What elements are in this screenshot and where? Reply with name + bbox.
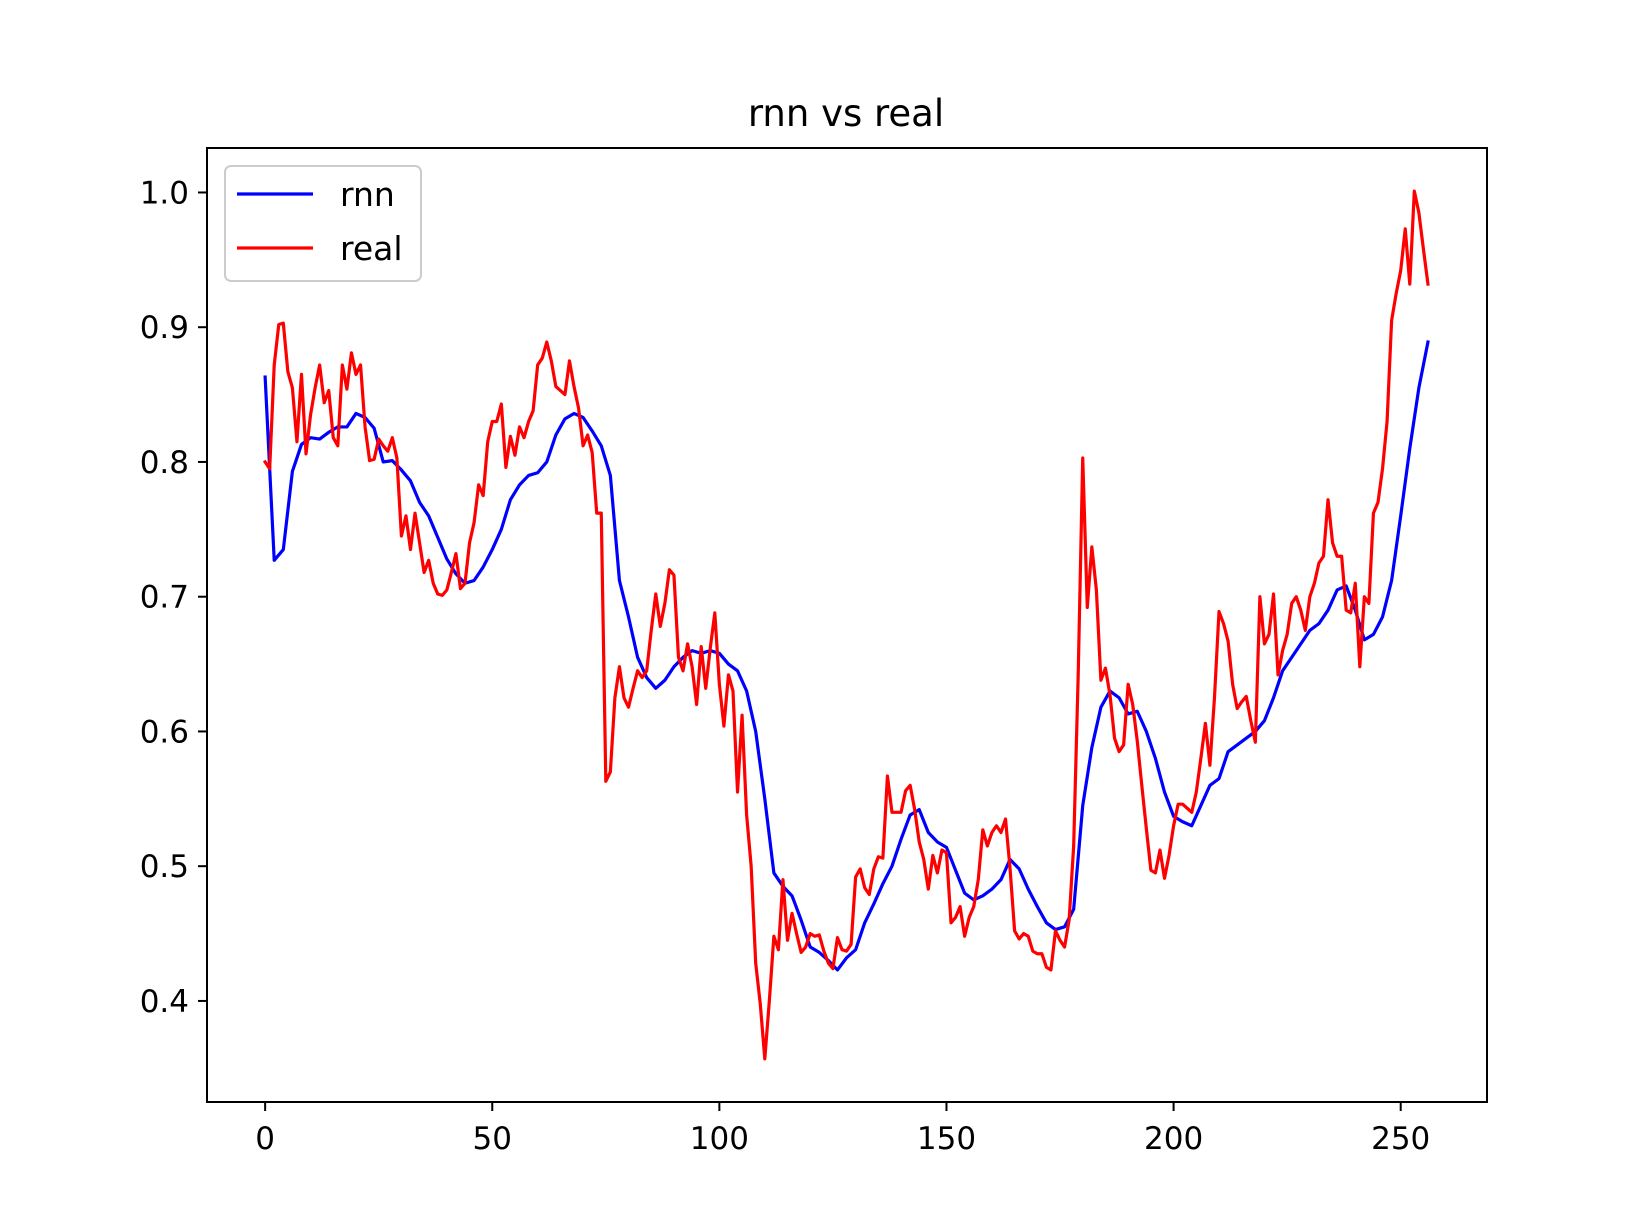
legend: rnn real [224,165,422,282]
x-tick-label: 200 [1144,1121,1203,1157]
y-tick-label: 0.5 [140,849,189,885]
y-tick-label: 0.8 [140,445,189,481]
x-tick-label: 0 [255,1121,275,1157]
y-tick-label: 0.6 [140,714,189,750]
y-axis: 0.4 0.5 0.6 0.7 0.8 0.9 1.0 [140,175,207,1020]
y-tick-label: 0.4 [140,984,189,1020]
y-tick-label: 1.0 [140,175,189,211]
x-tick-label: 100 [690,1121,749,1157]
x-axis: 0 50 100 150 200 250 [255,1102,1430,1157]
legend-label-rnn: rnn [340,175,395,214]
y-tick-label: 0.7 [140,580,189,616]
x-tick-label: 150 [917,1121,976,1157]
x-tick-label: 250 [1371,1121,1430,1157]
series-line-real [262,189,1430,1061]
x-tick-label: 50 [473,1121,512,1157]
y-tick-label: 0.9 [140,310,189,346]
series-layer [262,189,1430,1061]
chart-title: rnn vs real [748,92,944,135]
plot-frame [206,147,1488,1103]
legend-label-real: real [340,229,403,268]
